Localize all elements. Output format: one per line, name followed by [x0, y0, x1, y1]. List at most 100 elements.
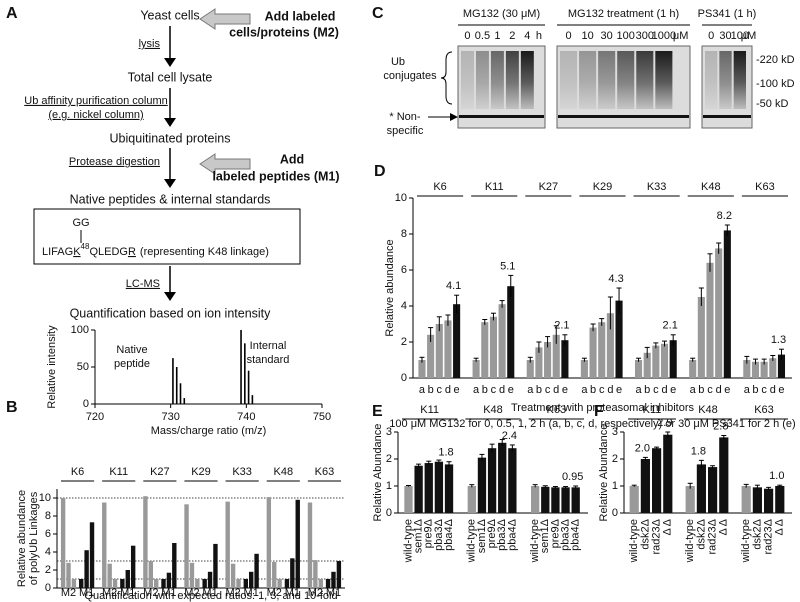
bar — [254, 553, 259, 588]
y-tick-label: 1 — [386, 480, 392, 492]
lane-label: 1000 — [652, 30, 676, 42]
bar — [551, 487, 560, 513]
lane-label: 300 — [636, 30, 654, 42]
bar — [435, 324, 443, 378]
panel-label: C — [372, 5, 384, 22]
value-label: 5.1 — [500, 260, 515, 272]
x-tick-label: sem1Δ — [539, 518, 551, 553]
y-axis-label: Relative intensity — [46, 325, 58, 409]
panel-label: A — [6, 5, 18, 22]
step-label: lysis — [139, 38, 161, 50]
lane-label: 1 — [494, 30, 500, 42]
x-tick-label: d — [553, 384, 559, 396]
x-tick-label: a — [419, 384, 426, 396]
x-tick-label: pba4Δ — [570, 518, 582, 550]
bar — [248, 571, 254, 588]
marker-label: -100 kD — [756, 78, 795, 90]
lane-label: 0 — [565, 30, 571, 42]
bracket-label: conjugates — [383, 70, 437, 82]
bar — [184, 504, 189, 588]
value-label: 4.1 — [446, 280, 461, 292]
x-tick-label: wild-type — [628, 519, 640, 563]
value-label: 1.0 — [769, 470, 784, 482]
bar — [643, 352, 651, 378]
y-axis-label: Relative abundance — [16, 490, 28, 587]
value-label: 2.8 — [713, 420, 728, 432]
x-tick-label: d — [716, 384, 722, 396]
x-tick-label: M1 — [120, 587, 135, 599]
bracket-label: Ub — [391, 56, 405, 68]
y-tick-label: 2 — [386, 453, 392, 465]
step-label: Ub affinity purification column — [24, 95, 167, 107]
lane-label: 0.5 — [475, 30, 490, 42]
bar — [66, 562, 71, 588]
bar — [769, 358, 777, 378]
group-label: K11 — [643, 404, 662, 416]
lane-label: 10 — [581, 30, 593, 42]
x-tick-label: Δ Δ — [774, 518, 786, 535]
x-tick-label: d — [607, 384, 613, 396]
group-label: K27 — [150, 466, 170, 478]
y-axis-label: Relative abundance — [384, 239, 396, 336]
bar — [444, 320, 452, 378]
y-tick-label: 3 — [386, 426, 392, 438]
lane-unit: μM — [673, 30, 689, 42]
bar — [424, 463, 433, 513]
bar — [290, 558, 295, 588]
lane-label: 4 — [524, 30, 530, 42]
bar — [561, 487, 570, 513]
group-label: K11 — [109, 466, 128, 478]
x-tick-label: dsk2Δ — [639, 518, 651, 549]
panel-label: B — [6, 399, 18, 416]
x-tick-label: b — [428, 384, 434, 396]
bar — [89, 522, 95, 588]
bar — [477, 457, 487, 513]
y-tick-label: 6 — [401, 264, 407, 276]
bar — [615, 300, 623, 378]
bar — [202, 579, 207, 588]
x-tick-label: c — [761, 384, 767, 396]
lane-smear — [461, 51, 474, 109]
y-tick-label: 2 — [45, 564, 51, 576]
bar — [751, 361, 760, 378]
group-label: K33 — [647, 181, 667, 193]
step-label: LC-MS — [126, 278, 160, 290]
bar — [404, 486, 413, 513]
x-tick-label: pba3Δ — [559, 518, 571, 550]
marker-label: -50 kD — [756, 98, 788, 110]
group-label: K48 — [701, 181, 721, 193]
lane-smear — [719, 51, 732, 109]
x-tick-label: M2 — [308, 587, 323, 599]
x-tick-label: pre9Δ — [423, 518, 435, 548]
bar — [120, 579, 125, 588]
x-tick-label: 720 — [86, 411, 104, 423]
bar — [481, 322, 489, 378]
x-tick-label: e — [616, 384, 622, 396]
residues: LIFAG — [42, 246, 73, 258]
x-tick-label: sem1Δ — [413, 518, 425, 553]
x-tick-label: e — [778, 384, 784, 396]
lane-unit: μM — [741, 30, 757, 42]
bar — [743, 360, 751, 378]
x-tick-label: b — [752, 384, 758, 396]
lane-label: 100 — [617, 30, 635, 42]
bar — [444, 464, 454, 513]
value-label: 4.3 — [608, 273, 623, 285]
bar — [161, 579, 166, 588]
bar — [589, 327, 597, 378]
y-axis-label: of polyUb Linkages — [28, 491, 40, 585]
bar — [652, 345, 660, 378]
x-tick-label: rad23Δ — [706, 518, 718, 554]
y-tick-label: 10 — [39, 492, 51, 504]
y-tick-label: 1 — [612, 480, 618, 492]
caption: 100 μM MG132 for 0, 0.5, 1, 2 h (a, b, c… — [389, 418, 795, 430]
x-tick-label: M1 — [244, 587, 259, 599]
x-tick-label: a — [635, 384, 642, 396]
band-label: specific — [387, 125, 424, 137]
peptide-box — [33, 208, 301, 265]
bar — [652, 448, 662, 513]
bar — [629, 486, 639, 513]
group-label: K6 — [71, 466, 84, 478]
annotation: standard — [247, 354, 290, 366]
group-label: K63 — [755, 181, 775, 193]
